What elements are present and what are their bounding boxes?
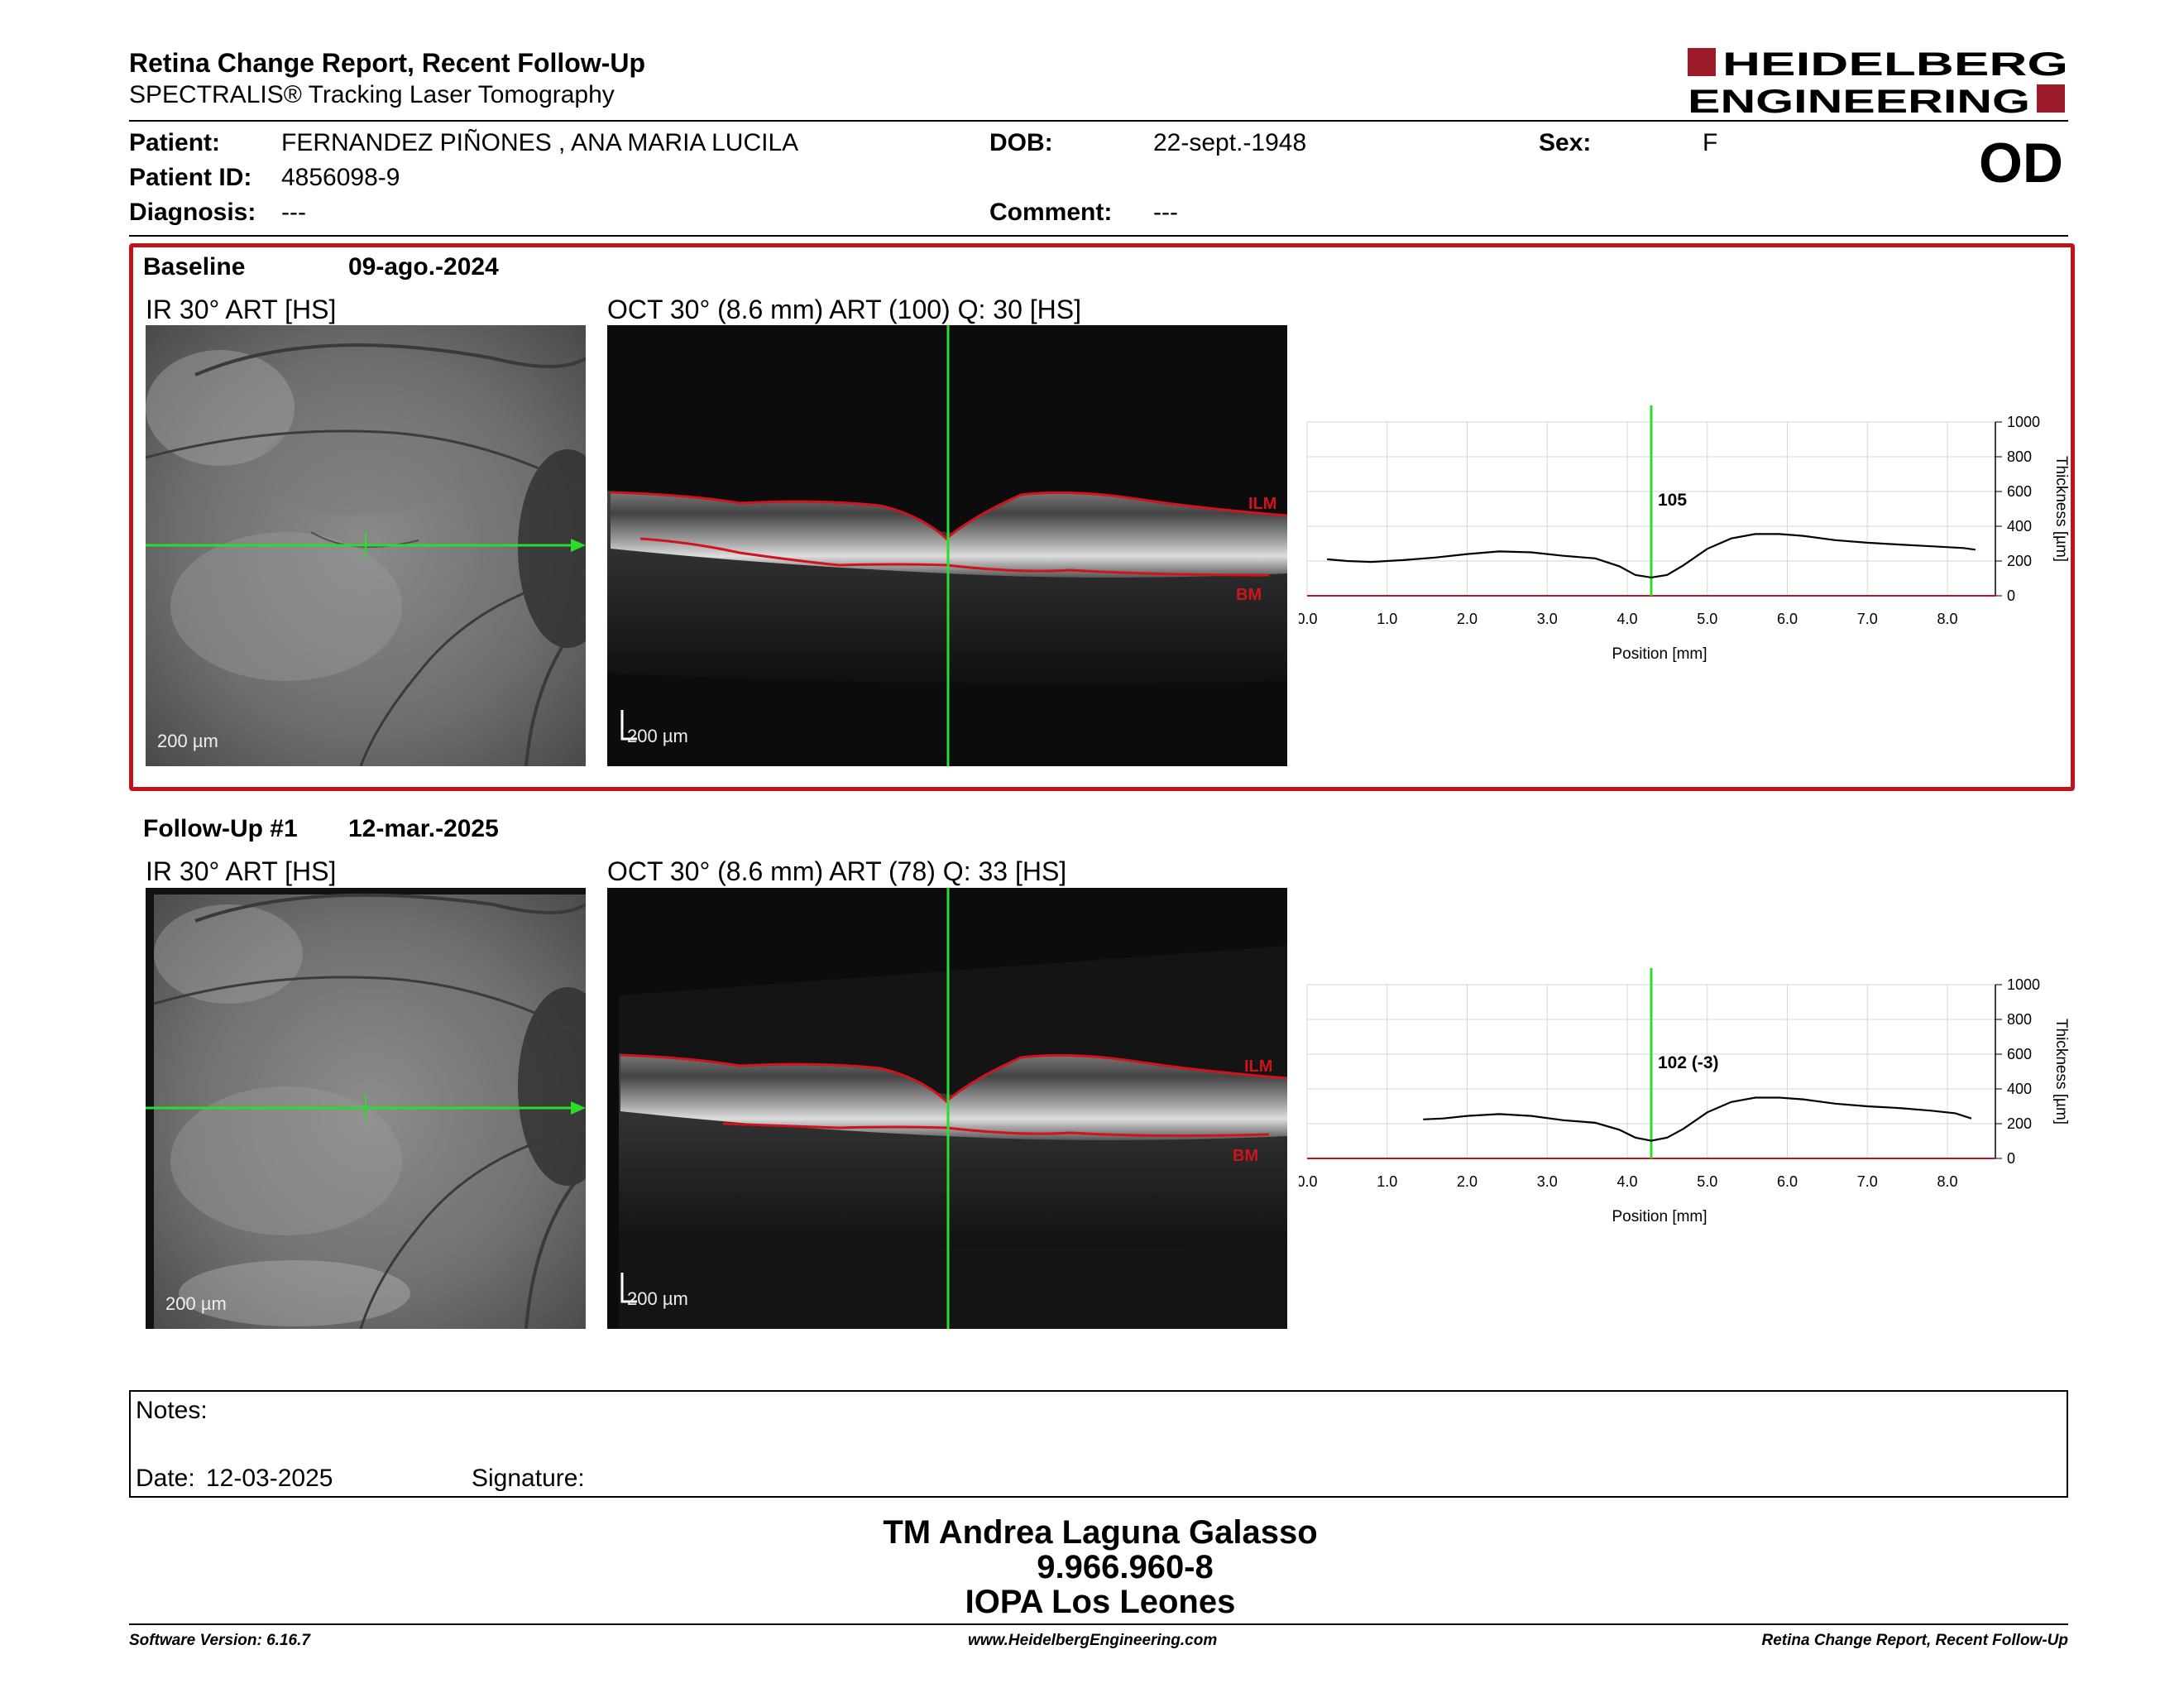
patient-name: FERNANDEZ PIÑONES , ANA MARIA LUCILA bbox=[281, 129, 799, 156]
marker-value-label: 105 bbox=[1658, 491, 1687, 510]
y-tick-label: 800 bbox=[2007, 448, 2032, 465]
thickness-line bbox=[1327, 533, 1976, 579]
y-tick-label: 200 bbox=[2007, 553, 2032, 569]
report-subtitle: SPECTRALIS® Tracking Laser Tomography bbox=[129, 81, 615, 108]
heidelberg-logo: HEIDELBERG ENGINEERING bbox=[1688, 46, 2068, 120]
x-axis-label: Position [mm] bbox=[1612, 1208, 1707, 1225]
x-tick-label: 8.0 bbox=[1937, 611, 1957, 627]
followup-oct-caption: OCT 30° (8.6 mm) ART (78) Q: 33 [HS] bbox=[607, 856, 1067, 886]
y-tick-label: 200 bbox=[2007, 1115, 2032, 1132]
x-tick-label: 3.0 bbox=[1537, 1173, 1558, 1190]
baseline-ir-image: 200 µm bbox=[146, 325, 586, 766]
notes-label: Notes: bbox=[136, 1397, 208, 1424]
y-tick-label: 800 bbox=[2007, 1011, 2032, 1028]
signature-label: Signature: bbox=[472, 1465, 585, 1492]
notes-date: 12-03-2025 bbox=[206, 1465, 333, 1492]
followup-oct-scale: 200 µm bbox=[627, 1288, 688, 1309]
x-tick-label: 2.0 bbox=[1457, 1173, 1478, 1190]
y-tick-label: 0 bbox=[2007, 1150, 2015, 1167]
thickness-line bbox=[1423, 1096, 1972, 1142]
x-tick-label: 4.0 bbox=[1616, 611, 1637, 627]
comment-label: Comment: bbox=[989, 199, 1113, 226]
baseline-oct-caption: OCT 30° (8.6 mm) ART (100) Q: 30 [HS] bbox=[607, 295, 1081, 324]
y-tick-label: 1000 bbox=[2007, 414, 2040, 430]
x-axis-label: Position [mm] bbox=[1612, 645, 1707, 663]
notes-box bbox=[129, 1390, 2068, 1498]
followup-ir-scale: 200 µm bbox=[165, 1293, 227, 1314]
logo-line1: HEIDELBERG bbox=[1722, 46, 2068, 83]
followup-oct-image: ILM BM 200 µm bbox=[607, 888, 1287, 1329]
x-tick-label: 7.0 bbox=[1857, 611, 1878, 627]
x-tick-label: 8.0 bbox=[1937, 1173, 1957, 1190]
x-tick-label: 0.0 bbox=[1299, 1173, 1318, 1190]
eye-indicator: OD bbox=[1979, 132, 2063, 194]
y-tick-label: 600 bbox=[2007, 483, 2032, 500]
y-axis-label: Thickness [µm] bbox=[2052, 456, 2070, 562]
followup-bm-label: BM bbox=[1233, 1147, 1258, 1165]
baseline-ir-caption: IR 30° ART [HS] bbox=[146, 295, 337, 324]
x-tick-label: 3.0 bbox=[1537, 611, 1558, 627]
baseline-ilm-label: ILM bbox=[1248, 495, 1276, 513]
patient-id: 4856098-9 bbox=[281, 164, 400, 191]
marker-value-label: 102 (-3) bbox=[1658, 1053, 1719, 1072]
x-tick-label: 0.0 bbox=[1299, 611, 1318, 627]
signer-org: IOPA Los Leones bbox=[965, 1584, 1236, 1620]
footer-software: Software Version: 6.16.7 bbox=[129, 1632, 310, 1649]
dob-label: DOB: bbox=[989, 129, 1053, 156]
x-tick-label: 7.0 bbox=[1857, 1173, 1878, 1190]
y-tick-label: 600 bbox=[2007, 1046, 2032, 1062]
baseline-oct-image: ILM BM 200 µm bbox=[607, 325, 1287, 766]
y-axis-label: Thickness [µm] bbox=[2052, 1019, 2070, 1125]
baseline-bm-label: BM bbox=[1236, 586, 1262, 604]
diagnosis-label: Diagnosis: bbox=[129, 199, 256, 226]
x-tick-label: 5.0 bbox=[1697, 1173, 1717, 1190]
x-tick-label: 1.0 bbox=[1377, 1173, 1397, 1190]
followup-ilm-label: ILM bbox=[1244, 1057, 1272, 1076]
signer-id: 9.966.960-8 bbox=[1037, 1549, 1214, 1585]
comment-value: --- bbox=[1153, 199, 1178, 226]
followup-thickness-chart: 0.0 1.0 2.0 3.0 4.0 5.0 6.0 7.0 8.0 0 200 400 600 800… bbox=[1296, 968, 2076, 1249]
y-tick-label: 400 bbox=[2007, 1081, 2032, 1097]
footer-report: Retina Change Report, Recent Follow-Up bbox=[1761, 1632, 2068, 1649]
sex-label: Sex: bbox=[1539, 129, 1592, 156]
baseline-section bbox=[129, 243, 2075, 791]
baseline-ir-scale: 200 µm bbox=[157, 731, 218, 751]
x-tick-label: 2.0 bbox=[1457, 611, 1478, 627]
baseline-date: 09-ago.-2024 bbox=[348, 253, 499, 281]
followup-ir-caption: IR 30° ART [HS] bbox=[146, 856, 337, 886]
footer-website[interactable]: www.HeidelbergEngineering.com bbox=[968, 1632, 1218, 1649]
patient-id-label: Patient ID: bbox=[129, 164, 252, 191]
x-tick-label: 1.0 bbox=[1377, 611, 1397, 627]
x-tick-label: 5.0 bbox=[1697, 611, 1717, 627]
baseline-thickness-chart: 0.0 1.0 2.0 3.0 4.0 5.0 6.0 7.0 8.0 0 200 400 600 800… bbox=[1296, 405, 2076, 687]
patient-name-label: Patient: bbox=[129, 129, 221, 156]
sex-value: F bbox=[1703, 129, 1718, 156]
y-tick-label: 0 bbox=[2007, 587, 2015, 604]
diagnosis-value: --- bbox=[281, 199, 306, 226]
baseline-label: Baseline bbox=[143, 253, 246, 281]
report-title: Retina Change Report, Recent Follow-Up bbox=[129, 48, 646, 78]
y-tick-label: 1000 bbox=[2007, 976, 2040, 993]
followup-label: Follow-Up #1 bbox=[143, 815, 298, 842]
x-tick-label: 6.0 bbox=[1777, 1173, 1798, 1190]
notes-date-label: Date: bbox=[136, 1465, 195, 1492]
y-tick-label: 400 bbox=[2007, 518, 2032, 535]
baseline-oct-scale: 200 µm bbox=[627, 726, 688, 746]
logo-line2: ENGINEERING bbox=[1688, 84, 2030, 116]
followup-date: 12-mar.-2025 bbox=[348, 815, 499, 842]
signer-name: TM Andrea Laguna Galasso bbox=[883, 1514, 1318, 1551]
dob-value: 22-sept.-1948 bbox=[1153, 129, 1307, 156]
followup-ir-image: 200 µm bbox=[146, 888, 586, 1329]
x-tick-label: 6.0 bbox=[1777, 611, 1798, 627]
x-tick-label: 4.0 bbox=[1616, 1173, 1637, 1190]
